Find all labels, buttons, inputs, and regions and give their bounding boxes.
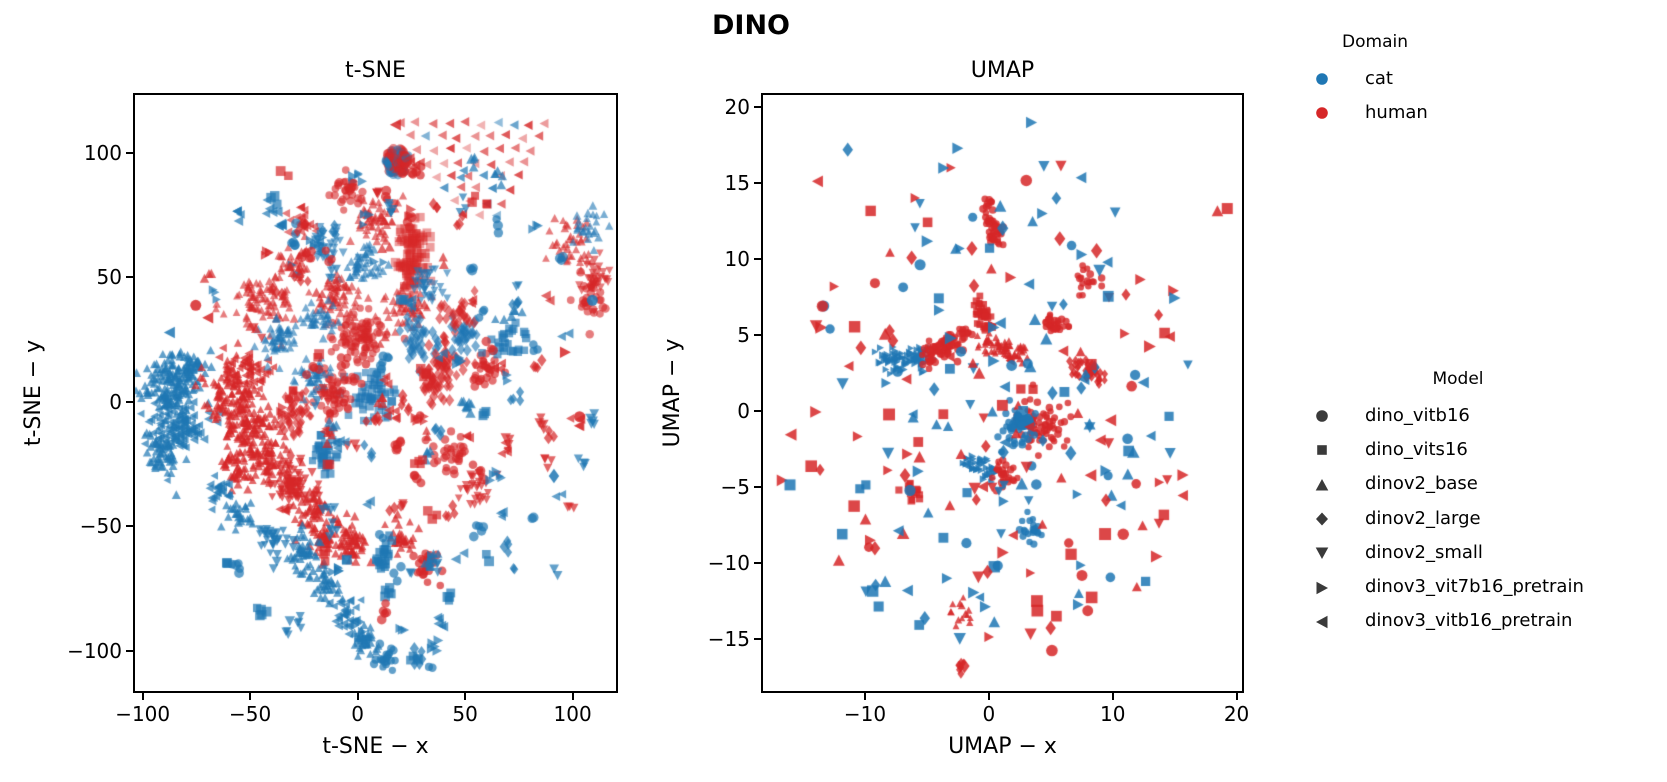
- legend-item-label: dino_vitb16: [1365, 404, 1470, 426]
- y-tick-label: −5: [720, 475, 750, 500]
- y-tick-mark: [126, 400, 133, 403]
- y-tick-label: −10: [707, 551, 750, 576]
- y-tick-label: −100: [67, 638, 122, 663]
- legend-item-dinov2_base: dinov2_base: [1253, 467, 1663, 501]
- umap-plot-title: UMAP: [970, 58, 1035, 83]
- x-tick-label: 50: [452, 702, 478, 726]
- legend-item-dinov2_large: dinov2_large: [1253, 501, 1663, 535]
- y-tick-mark: [754, 410, 761, 412]
- y-tick-mark: [754, 105, 761, 108]
- y-tick-mark: [754, 334, 761, 336]
- model-legend: Model dino_vitb16 dino_vits16 dinov2_base d…: [1253, 368, 1663, 638]
- x-tick-mark: [571, 693, 574, 700]
- circle-icon: [1315, 105, 1329, 119]
- y-tick-mark: [754, 486, 761, 489]
- y-tick-mark: [126, 525, 133, 528]
- y-tick-mark: [754, 638, 761, 641]
- y-tick-label: 20: [724, 94, 750, 119]
- legend-item-label: dinov3_vit7b16_pretrain: [1365, 576, 1584, 598]
- x-tick-mark: [1111, 693, 1114, 700]
- triangle-right-icon: [1315, 580, 1329, 594]
- square-icon: [1315, 442, 1329, 456]
- x-tick-label: −50: [229, 702, 272, 726]
- domain-legend: Domain cat human: [1253, 31, 1497, 129]
- umap-xlabel: UMAP − x: [948, 734, 1057, 759]
- legend-item-dino_vitb16: dino_vitb16: [1253, 398, 1663, 432]
- legend-item-dino_vits16: dino_vits16: [1253, 432, 1663, 466]
- legend-item-label: dinov2_large: [1365, 507, 1481, 529]
- x-tick-label: 20: [1223, 702, 1250, 726]
- tsne-scatter-canvas: [135, 95, 616, 691]
- x-tick-label: 10: [1099, 702, 1126, 726]
- y-tick-mark: [754, 562, 761, 565]
- y-tick-mark: [126, 151, 133, 154]
- x-tick-label: 100: [553, 702, 592, 726]
- legend-item-label: dinov2_base: [1365, 473, 1478, 495]
- x-tick-label: −100: [115, 702, 171, 726]
- y-tick-label: −50: [79, 514, 122, 539]
- diamond-icon: [1315, 511, 1329, 526]
- y-tick-label: 50: [96, 265, 122, 290]
- y-tick-label: 0: [109, 389, 122, 414]
- triangle-down-icon: [1315, 545, 1329, 560]
- y-tick-mark: [754, 257, 761, 260]
- legend-item-label: dinov2_small: [1365, 541, 1483, 563]
- circle-icon: [1315, 408, 1329, 422]
- x-tick-label: −10: [843, 702, 887, 726]
- figure-title: DINO: [711, 10, 790, 41]
- y-tick-label: 0: [737, 399, 750, 423]
- domain-legend-items: cat human: [1253, 61, 1497, 129]
- y-tick-mark: [754, 181, 761, 184]
- x-tick-mark: [464, 693, 467, 700]
- domain-legend-title: Domain: [1342, 32, 1408, 52]
- x-tick-mark: [1235, 693, 1238, 700]
- legend-item-label: human: [1365, 101, 1428, 123]
- x-tick-mark: [987, 693, 990, 700]
- legend-item-dinov3_vitb16_pretrain: dinov3_vitb16_pretrain: [1253, 604, 1663, 638]
- y-tick-label: 5: [737, 323, 750, 347]
- y-tick-label: −15: [707, 627, 750, 652]
- x-tick-label: 0: [351, 702, 365, 726]
- x-tick-label: 0: [982, 702, 996, 726]
- circle-icon: [1315, 71, 1329, 85]
- y-tick-mark: [126, 649, 133, 652]
- tsne-axes: [133, 93, 618, 693]
- legend-item-human: human: [1253, 95, 1497, 129]
- x-tick-mark: [141, 693, 144, 700]
- y-tick-label: 100: [83, 140, 122, 165]
- tsne-plot-title: t-SNE: [345, 58, 406, 83]
- x-tick-mark: [249, 693, 252, 700]
- legend-item-label: cat: [1365, 67, 1393, 89]
- model-legend-title: Model: [1432, 369, 1484, 389]
- triangle-up-icon: [1315, 477, 1329, 491]
- legend-item-dinov2_small: dinov2_small: [1253, 535, 1663, 569]
- x-tick-mark: [864, 693, 867, 700]
- triangle-left-icon: [1315, 614, 1329, 629]
- legend-item-dinov3_vit7b16_pretrain: dinov3_vit7b16_pretrain: [1253, 569, 1663, 603]
- tsne-xlabel: t-SNE − x: [322, 734, 429, 759]
- x-tick-mark: [356, 693, 359, 700]
- umap-scatter-canvas: [763, 95, 1242, 691]
- model-legend-items: dino_vitb16 dino_vits16 dinov2_base dinov2_…: [1253, 398, 1663, 638]
- legend-item-label: dino_vits16: [1365, 438, 1468, 460]
- y-tick-label: 10: [724, 246, 750, 271]
- legend-item-cat: cat: [1253, 61, 1497, 95]
- umap-axes: [761, 93, 1244, 693]
- legend-item-label: dinov3_vitb16_pretrain: [1365, 610, 1573, 632]
- y-tick-label: 15: [724, 170, 750, 195]
- y-tick-mark: [126, 276, 133, 279]
